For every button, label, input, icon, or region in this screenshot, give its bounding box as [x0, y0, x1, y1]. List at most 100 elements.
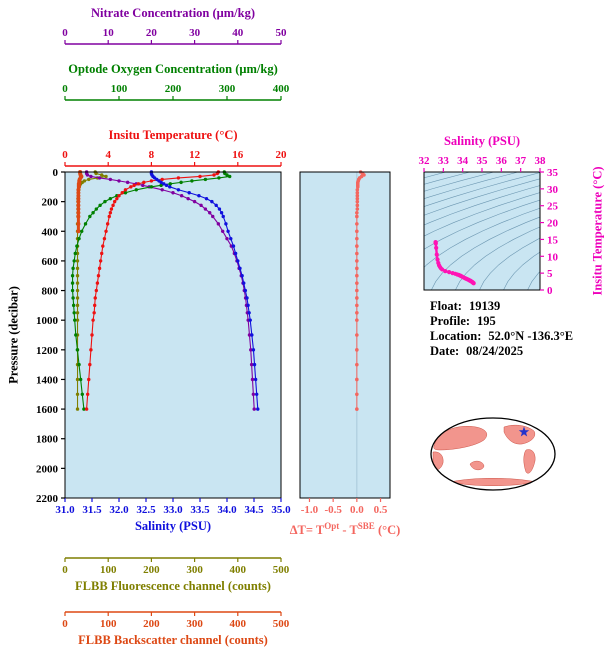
backscatter-axis-title: FLBB Backscatter channel (counts) — [78, 633, 268, 647]
ts-curve — [433, 240, 476, 286]
nitrate-axis-title: Nitrate Concentration (μm/kg) — [91, 6, 255, 20]
isopycnal-contours — [424, 172, 540, 290]
fluorescence-axis-title: FLBB Fluorescence channel (counts) — [75, 579, 271, 593]
svg-text:36: 36 — [496, 155, 508, 167]
svg-text:38: 38 — [535, 155, 547, 167]
date-label: Date: — [430, 344, 460, 358]
globe-outline — [430, 417, 556, 491]
salinity-profile — [149, 170, 260, 411]
svg-text:800: 800 — [42, 286, 59, 298]
svg-text:33: 33 — [438, 155, 450, 167]
svg-text:25: 25 — [547, 201, 559, 213]
svg-text:35: 35 — [477, 155, 489, 167]
profile-number-row: Profile: 195 — [430, 314, 573, 329]
svg-text:200: 200 — [143, 618, 160, 630]
svg-text:300: 300 — [186, 618, 203, 630]
continent-north-america — [503, 424, 535, 445]
svg-text:32.0: 32.0 — [109, 504, 129, 516]
svg-text:5: 5 — [547, 268, 553, 280]
svg-text:31.0: 31.0 — [55, 504, 75, 516]
continents — [432, 421, 542, 486]
svg-text:31.5: 31.5 — [82, 504, 102, 516]
svg-text:37: 37 — [515, 155, 527, 167]
svg-text:0.5: 0.5 — [374, 504, 388, 516]
delta-t-title-part: - T — [339, 523, 358, 538]
temperature-axis-title: Insitu Temperature (°C) — [108, 128, 238, 142]
svg-text:400: 400 — [230, 618, 247, 630]
ts-salinity-axis-title: Salinity (PSU) — [443, 134, 521, 148]
svg-text:0: 0 — [547, 285, 553, 297]
svg-text:-1.0: -1.0 — [301, 504, 319, 516]
svg-text:2000: 2000 — [36, 463, 59, 475]
svg-text:300: 300 — [186, 564, 203, 576]
location-label: Location: — [430, 329, 482, 343]
svg-text:1200: 1200 — [36, 345, 59, 357]
svg-text:8: 8 — [149, 149, 155, 161]
oxygen-axis-title: Optode Oxygen Concentration (μm/kg) — [68, 62, 278, 76]
location-value: 52.0°N -136.3°E — [488, 329, 574, 343]
svg-text:4: 4 — [105, 149, 111, 161]
svg-text:50: 50 — [276, 27, 288, 39]
date-row: Date: 08/24/2025 — [430, 344, 573, 359]
salinity-axis-title: Salinity (PSU) — [134, 519, 212, 533]
svg-text:0: 0 — [62, 83, 68, 95]
svg-text:0: 0 — [62, 618, 68, 630]
float-id-label: Float: — [430, 299, 462, 313]
svg-text:500: 500 — [273, 618, 290, 630]
svg-text:20: 20 — [547, 218, 559, 230]
svg-text:40: 40 — [232, 27, 244, 39]
pressure-axis-title: Pressure (decibar) — [6, 286, 21, 384]
svg-text:35.0: 35.0 — [271, 504, 291, 516]
delta-t-axis-title: ΔT= TOpt - TSBE (°C) — [270, 518, 420, 538]
svg-text:400: 400 — [273, 83, 290, 95]
continent-south-america — [523, 449, 536, 474]
svg-text:100: 100 — [111, 83, 128, 95]
svg-text:500: 500 — [273, 564, 290, 576]
svg-text:0: 0 — [62, 27, 68, 39]
continent-eurasia — [433, 426, 487, 451]
float-location-star — [518, 426, 530, 437]
date-value: 08/24/2025 — [466, 344, 524, 358]
temperature-profile — [84, 170, 221, 411]
svg-text:1600: 1600 — [36, 404, 59, 416]
svg-text:0: 0 — [62, 149, 68, 161]
svg-text:100: 100 — [100, 618, 117, 630]
svg-text:0: 0 — [53, 167, 59, 179]
svg-text:400: 400 — [42, 226, 59, 238]
svg-text:100: 100 — [100, 564, 117, 576]
profile-number-value: 195 — [477, 314, 496, 328]
svg-text:34.5: 34.5 — [244, 504, 264, 516]
svg-text:32.5: 32.5 — [136, 504, 156, 516]
svg-text:1000: 1000 — [36, 315, 59, 327]
svg-text:600: 600 — [42, 256, 59, 268]
svg-text:200: 200 — [165, 83, 182, 95]
svg-text:35: 35 — [547, 167, 559, 179]
delta-t-series — [355, 170, 366, 411]
continent-australia — [469, 460, 485, 471]
svg-text:20: 20 — [276, 149, 288, 161]
svg-text:200: 200 — [42, 197, 59, 209]
svg-text:32: 32 — [419, 155, 431, 167]
svg-text:10: 10 — [103, 27, 115, 39]
svg-text:30: 30 — [189, 27, 201, 39]
svg-text:1400: 1400 — [36, 374, 59, 386]
delta-t-title-sup-opt: Opt — [324, 521, 340, 531]
delta-t-title-part: (°C) — [374, 523, 401, 538]
svg-text:16: 16 — [232, 149, 244, 161]
svg-text:20: 20 — [146, 27, 158, 39]
svg-text:400: 400 — [230, 564, 247, 576]
svg-text:2200: 2200 — [36, 493, 59, 505]
oxygen-profile — [70, 170, 232, 411]
float-id-row: Float: 19139 — [430, 299, 573, 314]
svg-text:0.0: 0.0 — [350, 504, 364, 516]
svg-text:34: 34 — [457, 155, 469, 167]
svg-text:300: 300 — [219, 83, 236, 95]
svg-text:-0.5: -0.5 — [324, 504, 342, 516]
svg-text:34.0: 34.0 — [217, 504, 237, 516]
svg-text:33.0: 33.0 — [163, 504, 183, 516]
svg-text:33.5: 33.5 — [190, 504, 210, 516]
continent-greenland — [533, 421, 542, 428]
ts-temperature-axis-title: Insitu Temperature (°C) — [590, 166, 605, 296]
delta-t-title-sup-sbe: SBE — [357, 521, 375, 531]
